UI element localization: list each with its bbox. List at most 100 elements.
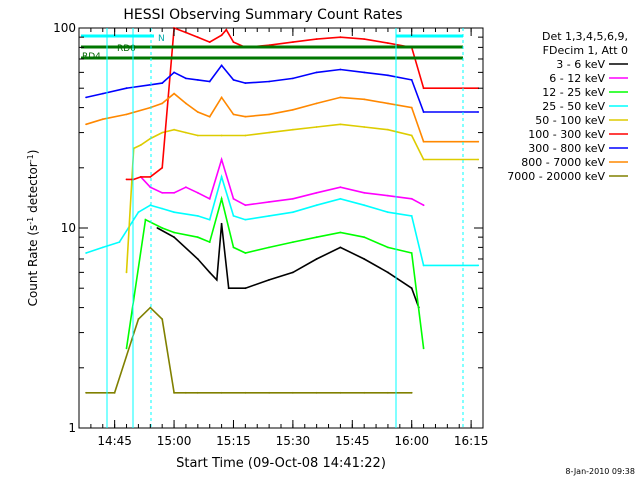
series-point xyxy=(161,318,164,321)
series-point xyxy=(477,158,480,161)
series-point xyxy=(244,287,247,290)
series-point xyxy=(422,111,425,113)
series-point xyxy=(244,391,247,394)
series-point xyxy=(208,197,211,200)
series-point xyxy=(387,271,389,274)
series-point xyxy=(292,41,294,43)
series-point xyxy=(232,41,235,43)
x-tick-label: 16:15 xyxy=(454,434,489,448)
series-point xyxy=(477,140,480,143)
series-point xyxy=(173,71,176,74)
timestamp: 8-Jan-2010 09:38 xyxy=(565,467,635,476)
series-point xyxy=(161,131,164,134)
legend-label: 6 - 12 keV xyxy=(549,72,605,85)
series-point xyxy=(144,218,147,221)
series-point xyxy=(244,204,247,207)
x-tick-label: 16:00 xyxy=(394,434,429,448)
series-point xyxy=(339,186,342,189)
series-line-4 xyxy=(125,123,479,273)
series-point xyxy=(387,74,389,77)
series-point xyxy=(220,96,223,99)
series-point xyxy=(315,204,318,207)
series-point xyxy=(208,218,211,221)
series-point xyxy=(315,71,318,74)
series-point xyxy=(244,252,247,254)
series-point xyxy=(232,215,235,217)
series-point xyxy=(232,197,235,200)
series-point xyxy=(410,215,413,217)
series-point xyxy=(292,391,294,394)
series-point xyxy=(387,211,389,214)
series-point xyxy=(232,113,235,116)
series-point xyxy=(339,123,342,126)
y-axis-label-part: detector xyxy=(26,162,40,217)
series-point xyxy=(220,222,223,225)
legend-label: 12 - 25 keV xyxy=(542,86,605,99)
series-point xyxy=(149,306,152,309)
series-point xyxy=(477,111,480,113)
y-tick-label: 10 xyxy=(61,221,76,235)
legend-header: Det 1,3,4,5,6,9,FDecim 1, Att 0 xyxy=(542,30,628,57)
series-point xyxy=(339,246,342,249)
series-point xyxy=(315,391,318,394)
series-point xyxy=(125,178,128,181)
series-point xyxy=(220,34,223,37)
series-point xyxy=(101,92,104,95)
series-point xyxy=(410,252,413,254)
series-point xyxy=(422,347,425,350)
series-point xyxy=(161,207,164,210)
series-point xyxy=(185,131,187,134)
series-point xyxy=(196,79,199,81)
series-point xyxy=(101,118,104,121)
legend-label: 50 - 100 keV xyxy=(535,114,605,127)
series-point xyxy=(196,391,199,394)
series-point xyxy=(315,102,318,105)
series-point xyxy=(173,128,176,131)
series-point xyxy=(161,227,164,229)
series-point xyxy=(422,158,425,161)
series-point xyxy=(244,218,247,221)
series-point xyxy=(208,271,211,274)
series-point xyxy=(208,80,211,83)
series-point xyxy=(215,279,218,281)
series-point xyxy=(422,87,425,90)
y-tick-label: 1 xyxy=(68,421,76,435)
series-point xyxy=(292,197,294,200)
series-point xyxy=(85,123,87,126)
series-point xyxy=(173,191,176,194)
series-point xyxy=(185,391,187,394)
series-point xyxy=(220,176,223,178)
y-axis-label: Count Rate (s-1 detector-1) xyxy=(26,150,41,307)
legend-header-line: FDecim 1, Att 0 xyxy=(543,44,628,57)
series-point xyxy=(410,287,413,290)
series-line-0 xyxy=(157,223,420,308)
series-point xyxy=(292,128,294,131)
annotation-label: RD4 xyxy=(82,52,101,62)
series-point xyxy=(125,113,128,116)
series-point xyxy=(292,241,294,244)
legend-label: 300 - 800 keV xyxy=(528,142,605,155)
y-axis-label-part: -1 xyxy=(26,154,35,162)
series-line-5 xyxy=(126,26,479,181)
y-tick-label: 100 xyxy=(53,21,76,35)
series-point xyxy=(173,236,176,239)
axes: 1 10 100 14:45 15:00 15:15 15:30 15:45 16:00 16:1… xyxy=(53,21,488,448)
series-point xyxy=(387,246,389,249)
series-point xyxy=(410,134,413,137)
series-point xyxy=(315,126,318,128)
series-point xyxy=(173,391,176,394)
series-point xyxy=(185,102,187,105)
series-point xyxy=(173,92,176,95)
y-axis-label-part: -1 xyxy=(26,217,35,225)
series-point xyxy=(220,158,223,161)
x-tick-label: 15:30 xyxy=(276,434,311,448)
y-axis-label-part: Count Rate (s xyxy=(26,225,40,307)
series-point xyxy=(315,191,318,194)
series-point xyxy=(292,211,294,214)
series-point xyxy=(244,82,247,84)
legend-label: 3 - 6 keV xyxy=(556,58,605,71)
series-point xyxy=(363,258,366,260)
series-point xyxy=(387,128,389,131)
